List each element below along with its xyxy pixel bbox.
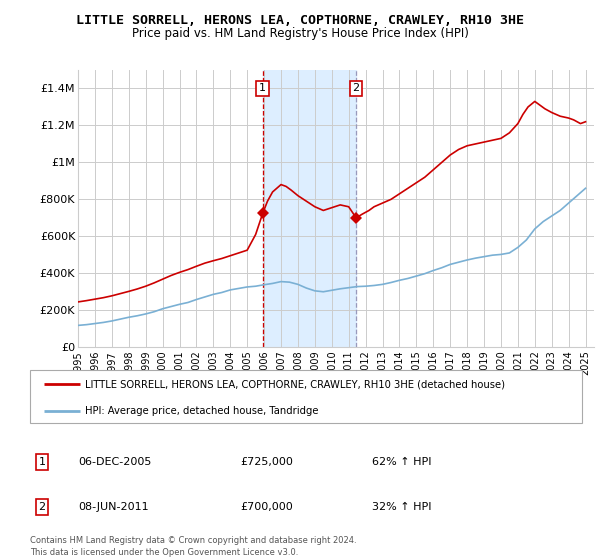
Text: 32% ↑ HPI: 32% ↑ HPI bbox=[372, 502, 431, 512]
Bar bbox=[263, 70, 356, 347]
Text: 1: 1 bbox=[259, 83, 266, 94]
Text: LITTLE SORRELL, HERONS LEA, COPTHORNE, CRAWLEY, RH10 3HE: LITTLE SORRELL, HERONS LEA, COPTHORNE, C… bbox=[76, 14, 524, 27]
Text: 08-JUN-2011: 08-JUN-2011 bbox=[78, 502, 149, 512]
Text: Price paid vs. HM Land Registry's House Price Index (HPI): Price paid vs. HM Land Registry's House … bbox=[131, 27, 469, 40]
Text: LITTLE SORRELL, HERONS LEA, COPTHORNE, CRAWLEY, RH10 3HE (detached house): LITTLE SORRELL, HERONS LEA, COPTHORNE, C… bbox=[85, 380, 505, 390]
Text: 1: 1 bbox=[38, 457, 46, 467]
Text: 62% ↑ HPI: 62% ↑ HPI bbox=[372, 457, 431, 467]
Text: £700,000: £700,000 bbox=[240, 502, 293, 512]
Text: Contains HM Land Registry data © Crown copyright and database right 2024.: Contains HM Land Registry data © Crown c… bbox=[30, 536, 356, 545]
Text: 2: 2 bbox=[353, 83, 359, 94]
Text: 06-DEC-2005: 06-DEC-2005 bbox=[78, 457, 151, 467]
Text: 2: 2 bbox=[38, 502, 46, 512]
FancyBboxPatch shape bbox=[30, 370, 582, 423]
Text: This data is licensed under the Open Government Licence v3.0.: This data is licensed under the Open Gov… bbox=[30, 548, 298, 557]
Text: £725,000: £725,000 bbox=[240, 457, 293, 467]
Text: HPI: Average price, detached house, Tandridge: HPI: Average price, detached house, Tand… bbox=[85, 406, 319, 416]
